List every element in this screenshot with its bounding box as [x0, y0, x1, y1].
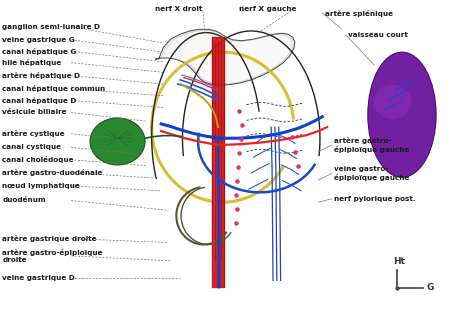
Text: duodénum: duodénum: [2, 198, 46, 203]
Text: nerf X droit: nerf X droit: [155, 6, 203, 12]
Text: veine gastro-
épiploïque gauche: veine gastro- épiploïque gauche: [334, 166, 410, 181]
Text: G: G: [426, 283, 434, 292]
Text: canal hépatique commun: canal hépatique commun: [2, 85, 106, 92]
Ellipse shape: [90, 118, 145, 165]
Text: canal cholédoque: canal cholédoque: [2, 156, 74, 163]
Text: artère gastro-
épiploïque gauche: artère gastro- épiploïque gauche: [334, 138, 410, 153]
Text: veine gastrique D: veine gastrique D: [2, 275, 75, 281]
Text: canal cystique: canal cystique: [2, 144, 61, 150]
Text: canal hépatique G: canal hépatique G: [2, 48, 77, 55]
Text: nœud lymphatique: nœud lymphatique: [2, 183, 80, 189]
Text: hile hépatique: hile hépatique: [2, 59, 62, 66]
Text: artère cystique: artère cystique: [2, 130, 65, 137]
Text: artère hépatique D: artère hépatique D: [2, 72, 81, 79]
Text: artère gastro-duodénale: artère gastro-duodénale: [2, 169, 103, 176]
Ellipse shape: [374, 84, 411, 119]
Text: artère gastrique droite: artère gastrique droite: [2, 235, 97, 242]
Text: canal hépatique D: canal hépatique D: [2, 97, 77, 104]
Text: artère gastro-épiploïque
droite: artère gastro-épiploïque droite: [2, 249, 103, 263]
Text: nerf X gauche: nerf X gauche: [239, 6, 297, 12]
Text: artère splénique: artère splénique: [325, 9, 392, 17]
Text: ganglion semi-lunaire D: ganglion semi-lunaire D: [2, 24, 100, 30]
Text: Ht: Ht: [393, 257, 405, 266]
Polygon shape: [155, 29, 295, 85]
Text: vaisseau court: vaisseau court: [348, 32, 408, 38]
Text: nerf pylorique post.: nerf pylorique post.: [334, 196, 416, 202]
Text: veine gastrique G: veine gastrique G: [2, 37, 75, 43]
Text: vésicule biliaire: vésicule biliaire: [2, 110, 67, 115]
Ellipse shape: [368, 52, 436, 177]
